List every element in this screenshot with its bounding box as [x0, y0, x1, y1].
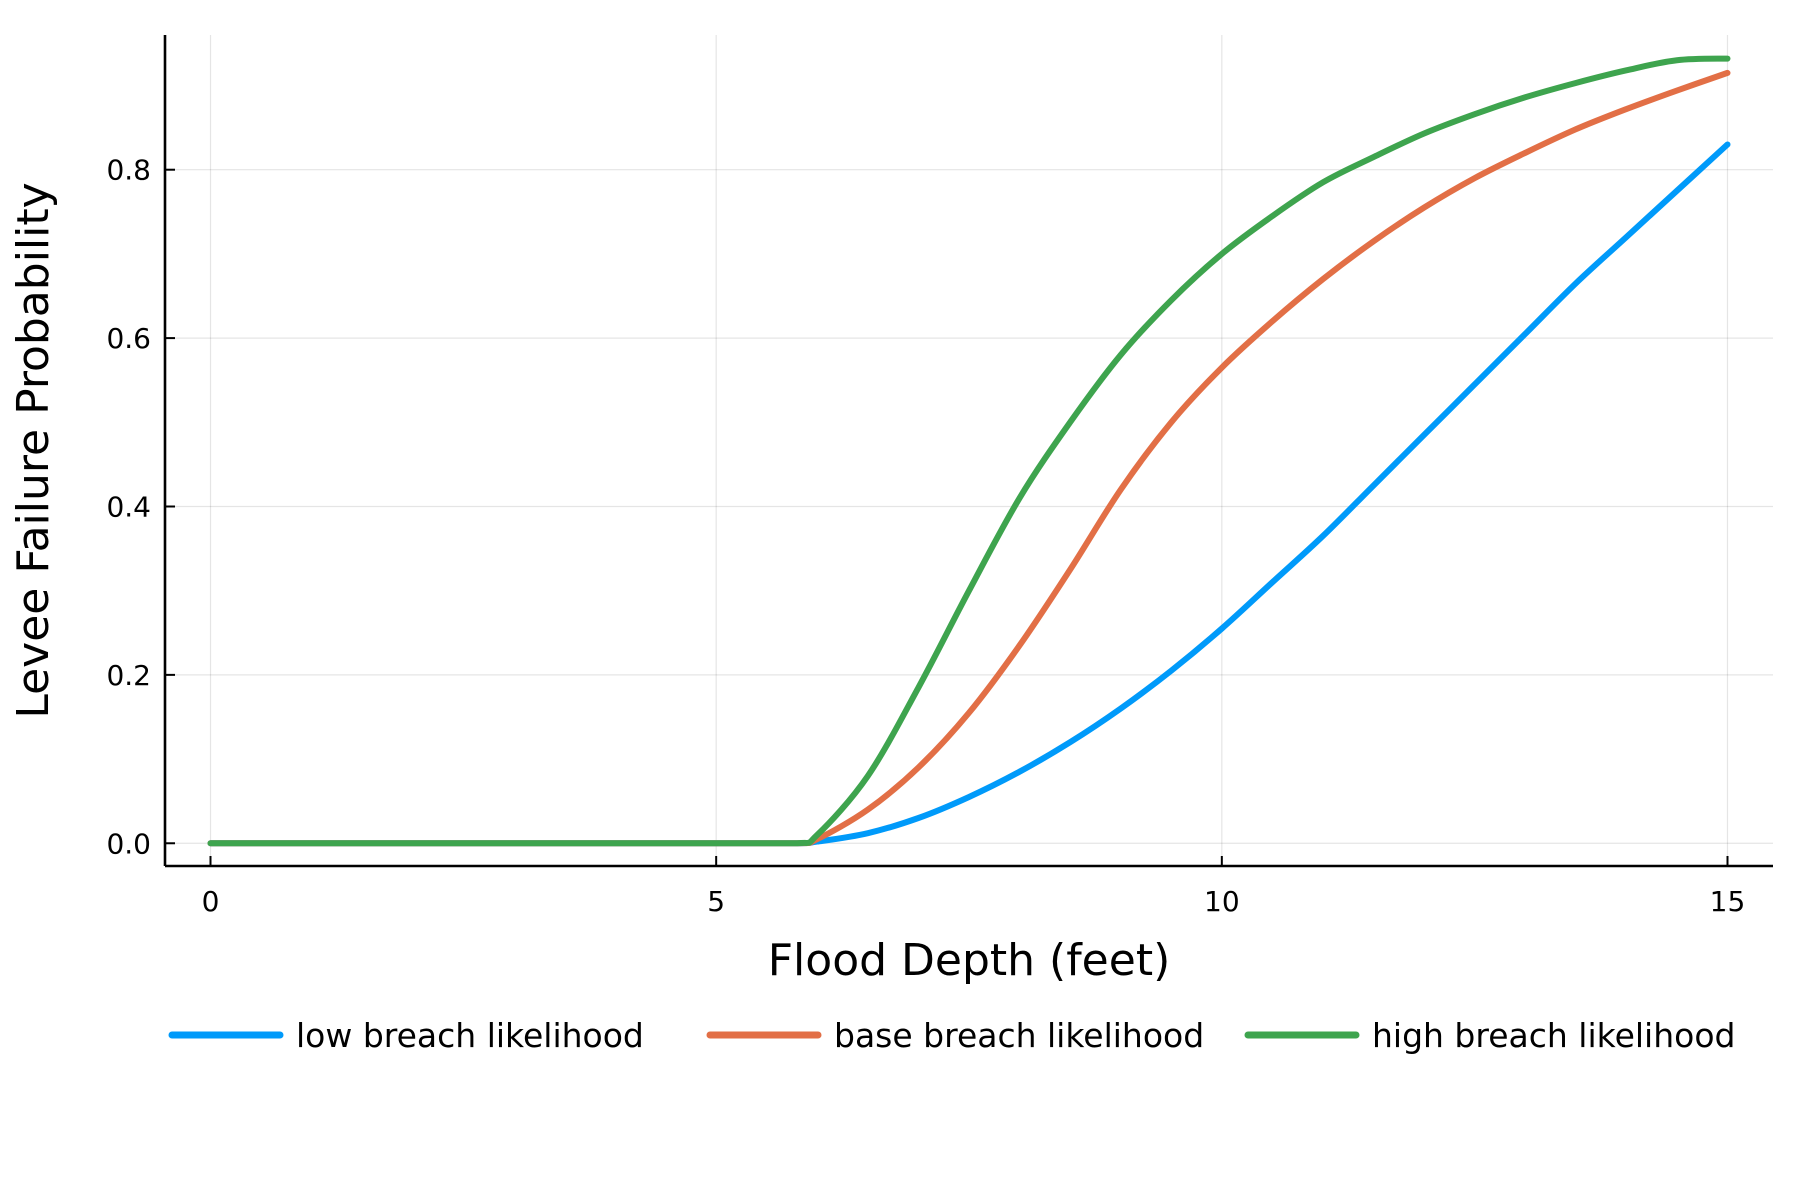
y-tick-label: 0.0: [106, 827, 151, 860]
x-tick-label: 0: [202, 885, 220, 918]
legend-label: base breach likelihood: [834, 1016, 1204, 1055]
y-tick-label: 0.8: [106, 154, 151, 187]
y-axis-title: Levee Failure Probability: [8, 182, 59, 718]
legend-item: base breach likelihood: [706, 1016, 1204, 1055]
series-line-1: [207, 141, 1731, 847]
axes: [163, 35, 1773, 868]
legend-label: high breach likelihood: [1372, 1016, 1735, 1055]
x-tick-label: 5: [707, 885, 725, 918]
legend: low breach likelihood base breach likelih…: [168, 1016, 1735, 1055]
legend-item: high breach likelihood: [1244, 1016, 1735, 1055]
y-tick-label: 0.4: [106, 490, 151, 523]
x-axis-title: Flood Depth (feet): [768, 935, 1171, 986]
y-tick-label: 0.6: [106, 322, 151, 355]
x-tick-label: 10: [1204, 885, 1240, 918]
legend-item: low breach likelihood: [168, 1016, 644, 1055]
x-axis-ticks: 0 5 10 15: [202, 856, 1746, 918]
series-line-2: [207, 69, 1731, 847]
grid: [165, 35, 1773, 866]
legend-label: low breach likelihood: [296, 1016, 644, 1055]
series-line-3: [207, 55, 1731, 847]
plot-series: [207, 55, 1731, 847]
x-tick-label: 15: [1710, 885, 1746, 918]
y-tick-label: 0.2: [106, 659, 151, 692]
y-axis-ticks: 0.0 0.2 0.4 0.6 0.8: [106, 154, 175, 860]
